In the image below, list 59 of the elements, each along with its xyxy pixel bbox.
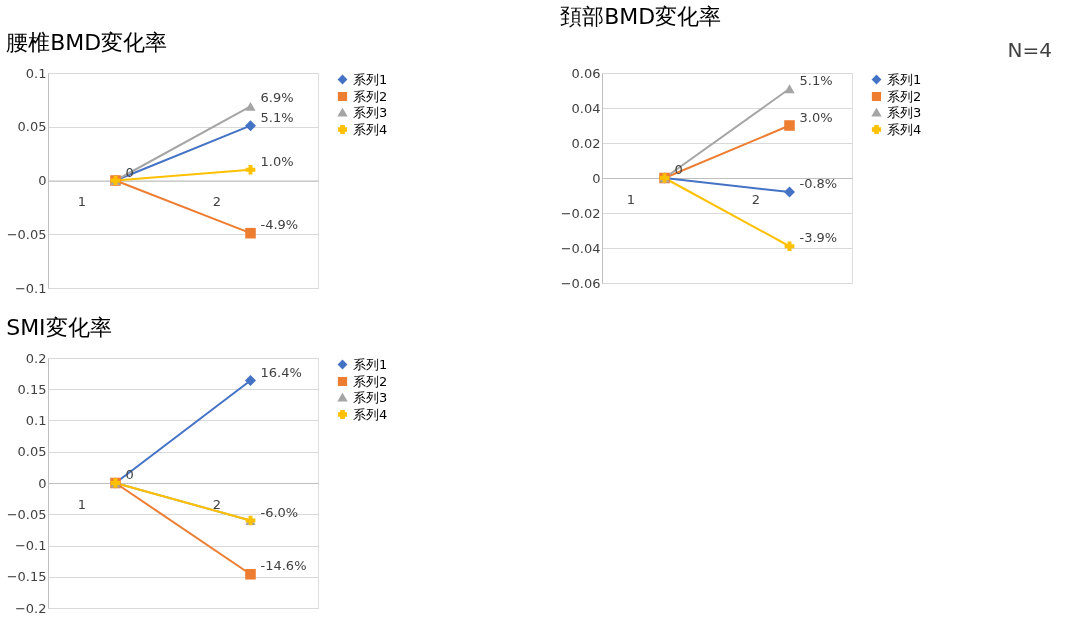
data-label: 16.4%	[260, 364, 302, 380]
y-tick-label: −0.05	[6, 506, 47, 522]
y-tick-label: 0.02	[571, 135, 601, 151]
y-tick-label: 0.06	[571, 65, 601, 81]
point	[245, 120, 256, 132]
legend-label: 系列3	[353, 389, 388, 405]
point	[784, 120, 795, 131]
y-tick-label: −0.05	[6, 226, 47, 242]
legend-label: 系列1	[353, 71, 388, 87]
y-tick-label: 0.15	[17, 381, 47, 397]
data-label: 6.9%	[260, 90, 294, 106]
legend-label: 系列3	[353, 104, 388, 120]
y-tick-label: −0.1	[14, 280, 47, 296]
legend-label: 系列1	[887, 71, 922, 87]
y-tick-label: −0.06	[560, 275, 601, 291]
y-tick-label: 0.1	[25, 65, 47, 81]
data-label: -0.8%	[799, 176, 838, 191]
x-tick-label: 2	[212, 496, 222, 512]
y-tick-label: 0.05	[17, 119, 47, 135]
x-tick-label: 1	[77, 496, 87, 512]
data-label: 3.0%	[799, 109, 833, 125]
y-tick-label: 0.1	[25, 413, 47, 428]
y-tick-label: 0.05	[17, 444, 47, 460]
y-tick-label: −0.2	[14, 600, 47, 616]
data-label: 1.0%	[260, 153, 294, 169]
data-label: -14.6%	[260, 558, 307, 574]
chart-title: 頚部BMD変化率	[560, 4, 722, 29]
legend-label: 系列4	[887, 121, 922, 137]
y-tick-label: 0	[38, 475, 47, 491]
legend-label: 系列2	[353, 373, 388, 389]
y-tick-label: 0.04	[571, 100, 601, 116]
y-tick-label: −0.1	[14, 538, 47, 553]
text: N=4	[1007, 38, 1052, 62]
chart-title: 腰椎BMD変化率	[6, 30, 168, 55]
x-tick-label: 1	[626, 191, 636, 207]
y-tick-label: 0.2	[25, 350, 47, 366]
legend-label: 系列4	[353, 406, 388, 422]
data-label: -6.0%	[260, 504, 299, 520]
data-label: -4.9%	[260, 217, 299, 233]
x-tick-label: 2	[751, 191, 761, 207]
legend-label: 系列1	[353, 356, 388, 372]
chart-title: SMI変化率	[6, 315, 112, 340]
data-label: -3.9%	[799, 230, 838, 246]
legend-label: 系列3	[887, 104, 922, 120]
point	[245, 375, 256, 386]
legend-label: 系列2	[887, 88, 922, 104]
x-tick-label: 2	[212, 194, 222, 209]
y-tick-label: −0.02	[560, 205, 601, 221]
y-tick-label: 0	[38, 173, 47, 188]
point	[245, 568, 256, 580]
y-tick-label: −0.04	[560, 240, 601, 256]
legend-label: 系列4	[353, 121, 388, 137]
data-label: 5.1%	[799, 72, 833, 88]
legend-label: 系列2	[353, 88, 388, 104]
point	[245, 227, 256, 239]
data-label: 5.1%	[260, 109, 294, 125]
y-tick-label: −0.15	[6, 569, 47, 585]
x-tick-label: 1	[77, 194, 87, 209]
y-tick-label: 0	[592, 170, 601, 186]
